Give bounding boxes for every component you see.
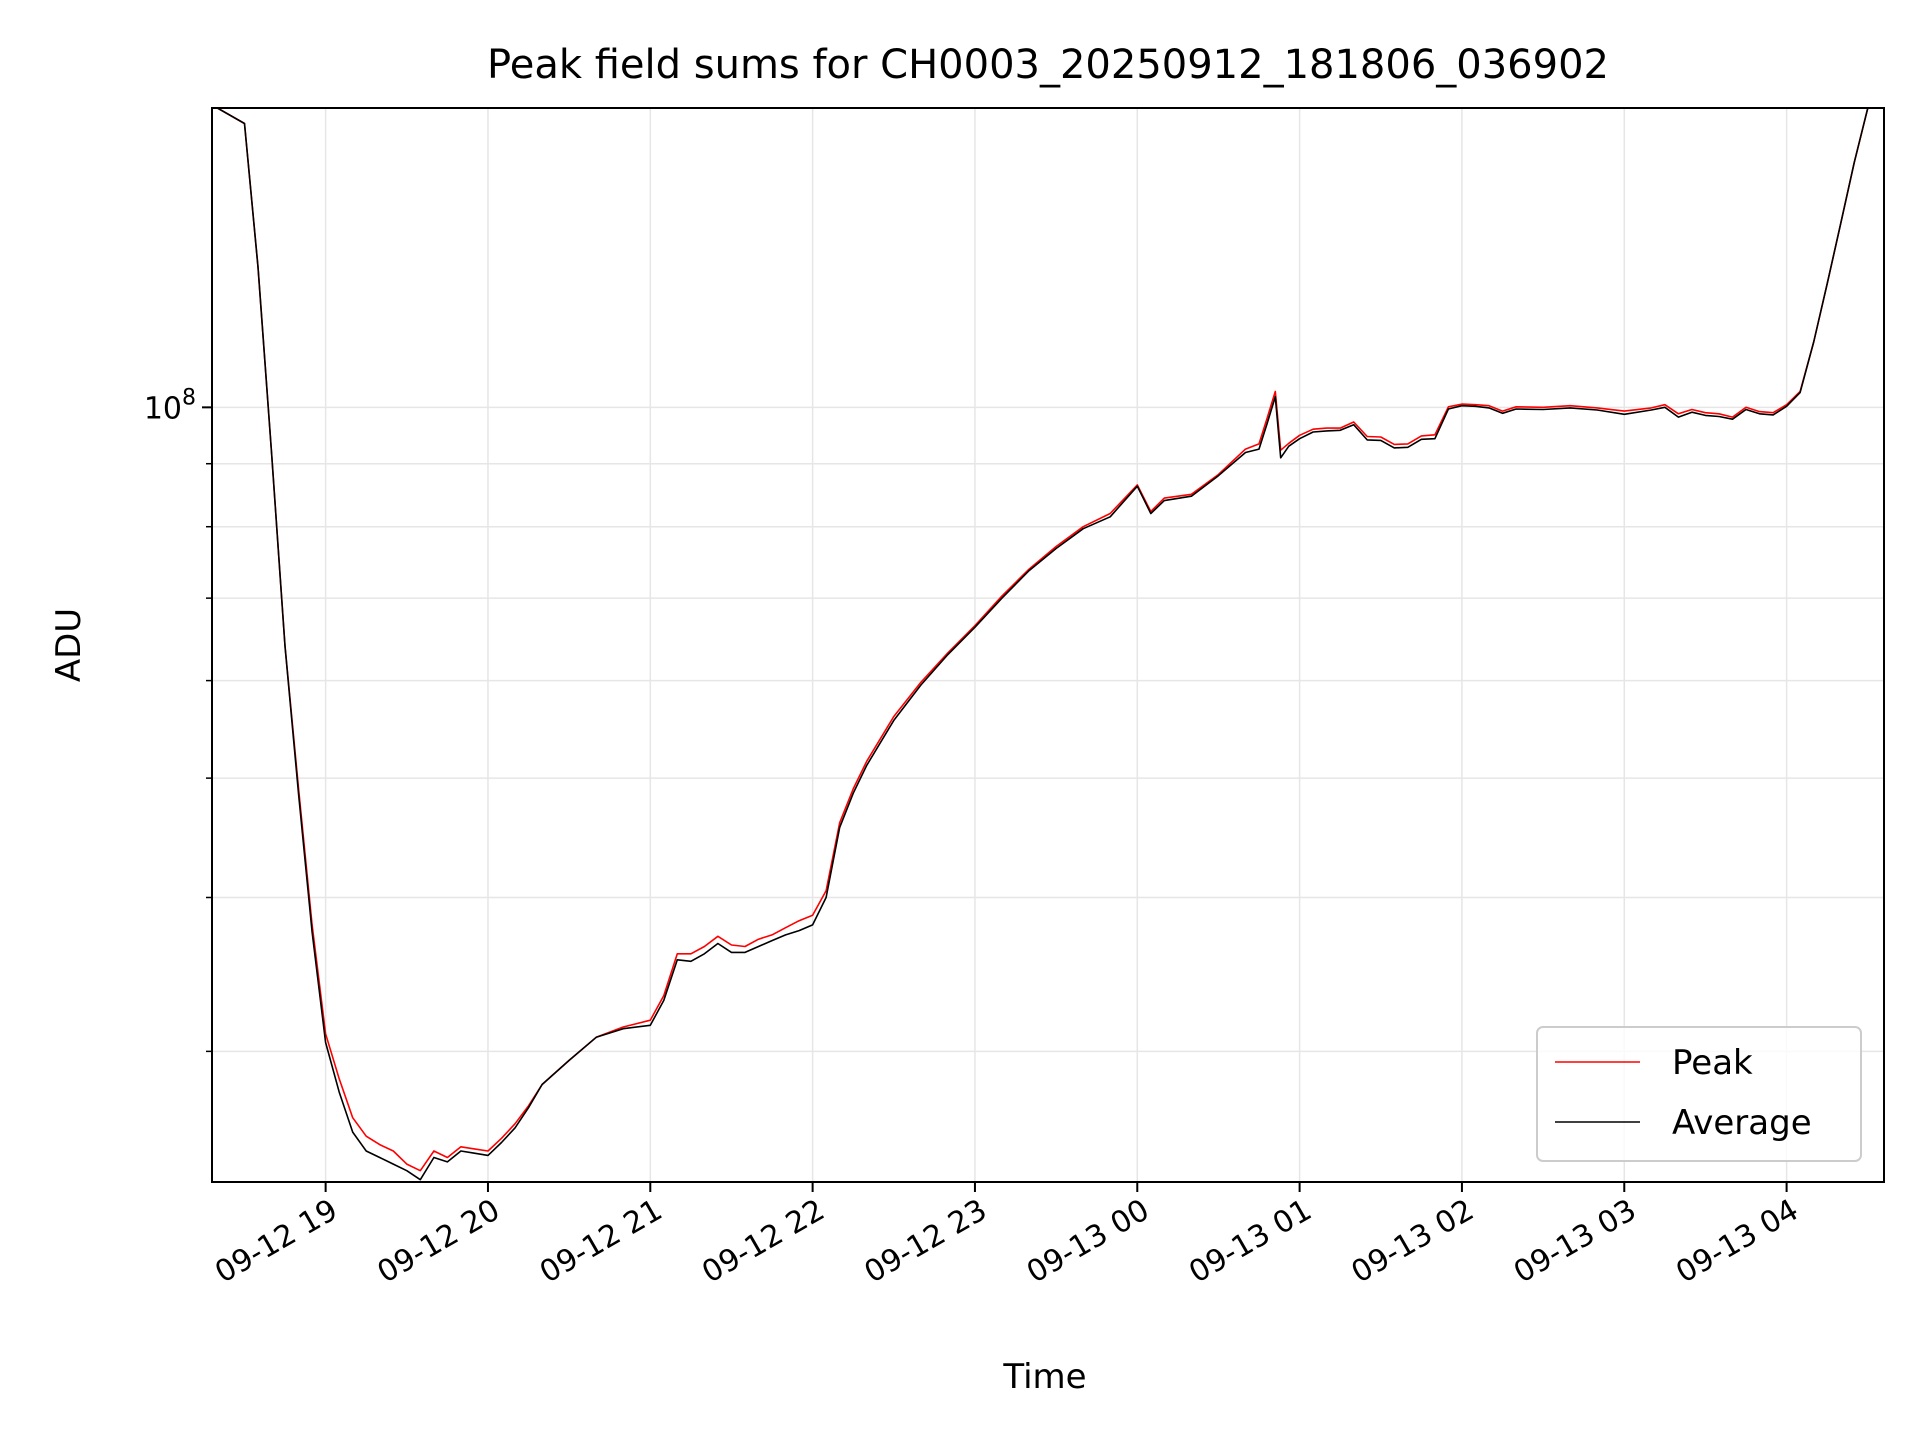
y-axis-label: ADU xyxy=(49,608,89,682)
series-average-line xyxy=(217,108,1882,1181)
legend-peak-label: Peak xyxy=(1672,1043,1753,1083)
y-tick-label: 108 xyxy=(144,385,196,426)
series-layer xyxy=(217,108,1882,1181)
x-axis-label: Time xyxy=(1002,1357,1086,1397)
legend-average-label: Average xyxy=(1672,1103,1812,1143)
legend: Peak Average xyxy=(1536,1026,1862,1162)
chart-title: Peak field sums for CH0003_20250912_1818… xyxy=(487,42,1609,88)
legend-box xyxy=(1536,1026,1862,1162)
plot-frame xyxy=(211,107,1885,1183)
series-peak-line xyxy=(217,108,1882,1172)
